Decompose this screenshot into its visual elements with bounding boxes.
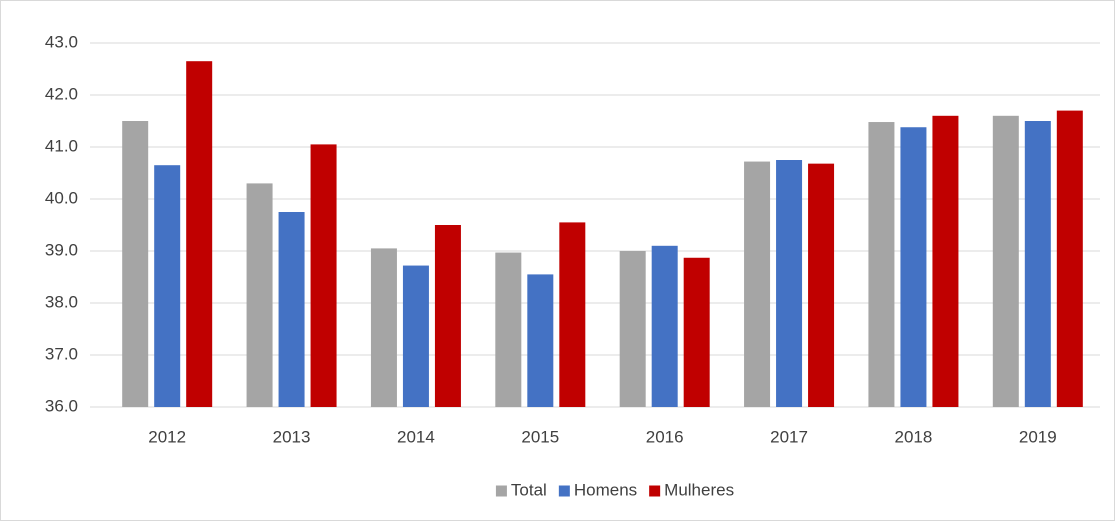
legend-swatch [495, 485, 507, 497]
y-tick-label: 38.0 [45, 292, 78, 311]
bar [278, 212, 305, 407]
bar [776, 160, 803, 407]
bar [1056, 110, 1083, 407]
bar [122, 121, 149, 407]
y-tick-label: 39.0 [45, 240, 78, 259]
legend-item: Homens [558, 480, 637, 499]
bar [808, 163, 835, 407]
x-tick-label: 2015 [521, 427, 559, 446]
bar [1024, 121, 1051, 407]
y-tick-label: 43.0 [45, 32, 78, 51]
legend-label: Total [511, 480, 547, 499]
x-tick-label: 2016 [646, 427, 684, 446]
legend-item: Total [495, 480, 547, 499]
y-tick-label: 40.0 [45, 188, 78, 207]
legend-item: Mulheres [649, 480, 734, 499]
legend-swatch [649, 485, 661, 497]
y-tick-label: 36.0 [45, 396, 78, 415]
bar [559, 222, 586, 407]
bar [402, 265, 429, 407]
bar [370, 248, 397, 407]
y-tick-label: 42.0 [45, 84, 78, 103]
x-tick-label: 2012 [148, 427, 186, 446]
x-tick-label: 2019 [1019, 427, 1057, 446]
y-tick-label: 37.0 [45, 344, 78, 363]
x-tick-label: 2017 [770, 427, 808, 446]
bar [619, 251, 646, 407]
bar [651, 245, 678, 407]
bar [683, 257, 710, 407]
bar [992, 115, 1019, 408]
bar [434, 225, 461, 407]
bar [868, 122, 895, 407]
bar [154, 165, 181, 407]
bar [246, 183, 273, 407]
legend-label: Mulheres [664, 480, 734, 499]
bar [310, 144, 337, 407]
bar [900, 127, 927, 408]
legend-swatch [558, 485, 570, 497]
bar [932, 115, 959, 408]
bar [495, 252, 522, 407]
x-tick-label: 2014 [397, 427, 435, 446]
bar [527, 274, 554, 407]
legend-label: Homens [574, 480, 637, 499]
bar [744, 161, 771, 407]
x-tick-label: 2013 [273, 427, 311, 446]
bar [186, 61, 213, 407]
y-tick-label: 41.0 [45, 136, 78, 155]
x-tick-label: 2018 [895, 427, 933, 446]
